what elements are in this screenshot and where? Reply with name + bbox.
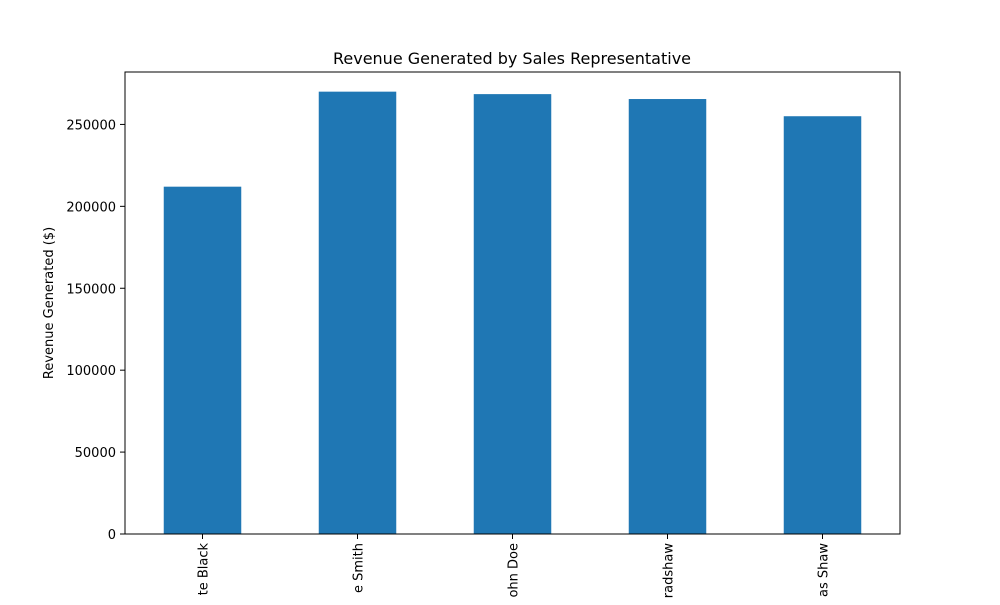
bars-layer [163,91,862,535]
y-tick-label: 200000 [66,200,116,215]
bar [628,99,707,534]
x-tick-label: radshaw [662,543,677,599]
x-axis-ticks: te Black e Smith ohn Doe radshaw as Shaw [197,534,832,598]
y-tick-label: 50000 [75,446,116,461]
x-tick-label: ohn Doe [507,543,522,598]
y-axis-ticks: 0 50000 100000 150000 200000 250000 [66,118,125,543]
y-tick-label: 100000 [66,364,116,379]
y-axis-label: Revenue Generated ($) [42,227,57,379]
bar [163,186,242,534]
chart-title: Revenue Generated by Sales Representativ… [333,49,691,68]
bar [783,116,862,534]
bar [318,91,397,534]
y-tick-label: 150000 [66,282,116,297]
plot-frame [124,71,901,535]
y-tick-label: 250000 [66,118,116,133]
y-tick-label: 0 [108,528,116,543]
x-tick-label: e Smith [352,543,367,593]
bar [473,94,552,535]
x-tick-label: te Black [197,543,212,596]
x-tick-label: as Shaw [817,543,832,597]
